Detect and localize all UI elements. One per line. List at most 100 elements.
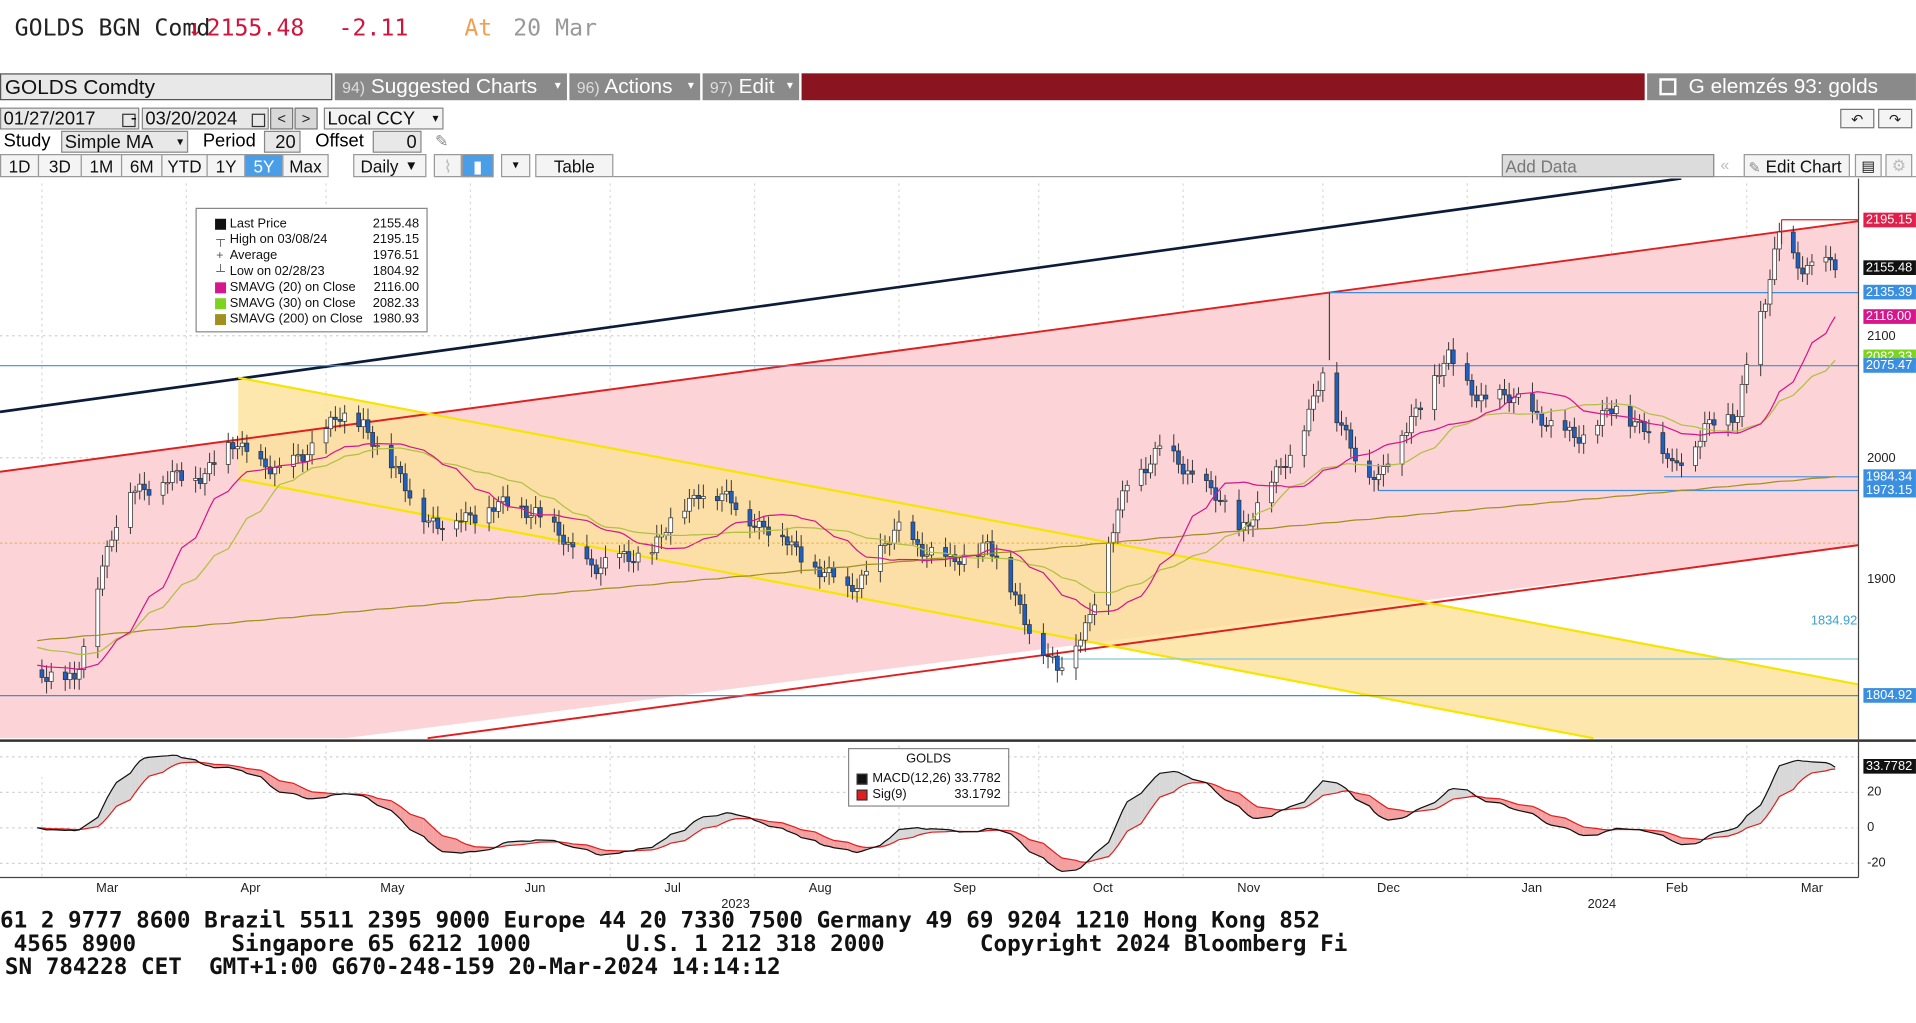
macd-fill: [656, 841, 662, 849]
candle-body: [146, 489, 152, 496]
analysis-title[interactable]: G elemzés 93: golds: [1647, 73, 1916, 101]
candle-body: [1632, 421, 1638, 427]
start-date-field[interactable]: 01/27/2017: [0, 107, 140, 130]
candle-body: [323, 428, 329, 444]
period-tab-1d[interactable]: 1D: [0, 153, 40, 178]
candle-body: [1301, 430, 1307, 456]
period-tab-1y[interactable]: 1Y: [206, 153, 246, 178]
end-date-field[interactable]: 03/20/2024: [141, 107, 269, 130]
candle-body: [701, 496, 706, 499]
offset-input[interactable]: 0: [372, 130, 422, 153]
candle-body: [1236, 499, 1242, 531]
macd-fill: [461, 841, 466, 854]
candle-body: [1190, 470, 1195, 475]
macd-fill: [1257, 806, 1272, 819]
candle-body: [1017, 594, 1023, 605]
legend-row: SMAVG (30) on Close 2082.33: [197, 296, 427, 312]
suggested-charts-menu[interactable]: 94) Suggested Charts ▾: [334, 73, 567, 101]
macd-fill: [1043, 843, 1049, 863]
macd-fill: [1015, 832, 1021, 842]
pencil-icon[interactable]: ✎: [434, 131, 449, 151]
legend-swatch: [215, 298, 227, 310]
candle-body: [1050, 655, 1056, 658]
macd-fill: [130, 766, 136, 800]
study-select[interactable]: Simple MA ▾: [61, 130, 189, 153]
collapse-icon[interactable]: «: [1720, 155, 1730, 174]
candle-body: [635, 552, 641, 563]
candle-body: [1381, 466, 1386, 475]
table-button[interactable]: Table: [535, 153, 614, 178]
external-link-icon: [1659, 78, 1677, 96]
macd-fill: [689, 821, 695, 838]
edit-label: Edit: [738, 74, 775, 98]
macd-fill: [1802, 761, 1808, 780]
macd-fill: [1304, 796, 1309, 808]
analysis-title-text: G elemzés 93: golds: [1688, 74, 1879, 98]
forward-arrow-button[interactable]: >: [294, 107, 318, 130]
period-tab-ytd[interactable]: YTD: [161, 153, 208, 178]
candle-body: [1045, 655, 1051, 658]
security-field[interactable]: GOLDS Comdty: [0, 73, 333, 101]
macd-fill: [1052, 850, 1058, 870]
legend-value: 1976.51: [372, 248, 420, 263]
candle-body: [1600, 410, 1605, 426]
undo-button[interactable]: ↶: [1840, 108, 1875, 129]
period-tab-6m[interactable]: 6M: [120, 153, 163, 178]
macd-fill: [1141, 787, 1146, 824]
candle-body: [1772, 248, 1777, 281]
macd-legend-value: 33.1792: [954, 787, 1001, 802]
period-tab-1m[interactable]: 1M: [80, 153, 123, 178]
price-legend: Last Price 2155.48 ┬ High on 03/08/24 2195.1…: [195, 207, 428, 333]
gear-icon[interactable]: ⚙: [1885, 153, 1913, 178]
chart-settings-icon[interactable]: ▤: [1854, 153, 1882, 178]
redo-button[interactable]: ↷: [1878, 108, 1913, 129]
x-month-label: May: [380, 881, 405, 896]
period-tab-3d[interactable]: 3D: [37, 153, 82, 178]
candle-body: [211, 462, 217, 465]
period-input[interactable]: 20: [263, 130, 301, 153]
macd-fill: [1075, 860, 1081, 871]
macd-fill: [1029, 839, 1044, 858]
candle-body: [617, 553, 622, 558]
candle-body: [1306, 408, 1312, 432]
candle-chart-button[interactable]: ▮: [461, 153, 494, 178]
last-price: 2155.48: [206, 14, 305, 42]
suggested-charts-label: Suggested Charts: [370, 74, 538, 98]
candle-body: [584, 546, 590, 560]
legend-value: 2116.00: [373, 279, 420, 295]
candle-body: [295, 454, 301, 457]
chart-type-dropdown[interactable]: ▾: [500, 153, 531, 178]
candle-body: [426, 520, 431, 523]
candle-body: [388, 445, 394, 469]
edit-chart-button[interactable]: ✎ Edit Chart: [1743, 153, 1850, 178]
actions-menu[interactable]: 96) Actions ▾: [569, 73, 701, 101]
macd-fill: [1308, 790, 1314, 806]
macd-fill: [1225, 789, 1240, 807]
macd-fill: [135, 760, 140, 794]
macd-fill: [726, 812, 732, 822]
candle-body: [1567, 426, 1573, 431]
y-tick-label: 2100: [1867, 328, 1896, 344]
frequency-select[interactable]: Daily ▼: [353, 153, 427, 178]
add-data-input[interactable]: Add Data: [1501, 153, 1715, 178]
candle-body: [305, 454, 310, 462]
candle-body: [798, 546, 804, 563]
period-tab-5y[interactable]: 5Y: [244, 153, 284, 178]
x-month-label: Sep: [953, 881, 977, 896]
chevron-down-icon: ▾: [432, 112, 439, 126]
macd-legend: GOLDS MACD(12,26) 33.7782 Sig(9) 33.1792: [847, 747, 1010, 807]
candle-body: [48, 671, 54, 682]
candle-body: [179, 470, 184, 481]
currency-select[interactable]: Local CCY ▾: [323, 107, 444, 130]
macd-fill: [703, 815, 718, 829]
candle-body: [505, 496, 511, 507]
edit-menu[interactable]: 97) Edit ▾: [702, 73, 800, 101]
candle-body: [1693, 446, 1698, 466]
legend-key: Low on 02/28/23: [229, 263, 325, 279]
line-chart-button[interactable]: ⌇: [433, 153, 462, 178]
macd-legend-row: MACD(12,26) 33.7782: [849, 771, 1008, 787]
x-month-label: Mar: [96, 881, 119, 896]
period-tab-max[interactable]: Max: [282, 153, 329, 178]
back-arrow-button[interactable]: <: [270, 107, 294, 130]
macd-fill: [1742, 815, 1747, 831]
